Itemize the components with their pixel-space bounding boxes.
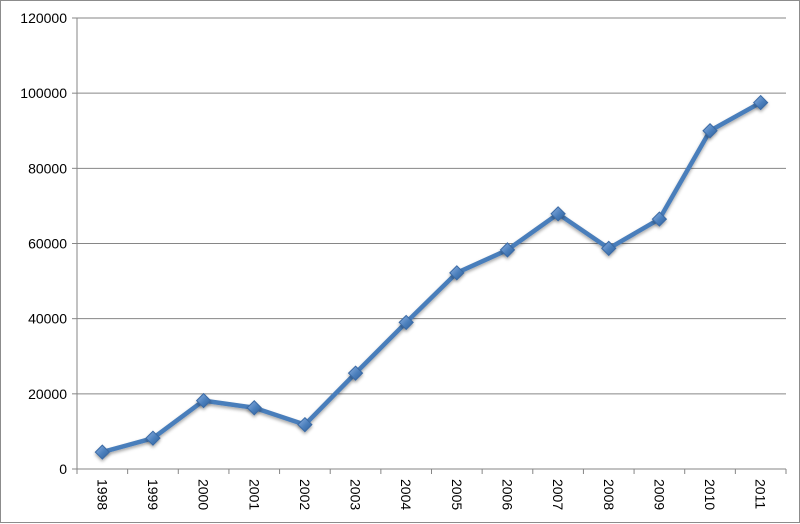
- series-line: [100, 100, 763, 455]
- y-tick-label: 100000: [20, 85, 67, 101]
- x-tick-label: 2011: [753, 479, 769, 509]
- x-tick-label: 2008: [601, 479, 617, 510]
- data-point-2011: [752, 94, 769, 111]
- y-tick-label: 40000: [28, 311, 67, 327]
- data-point-2008: [601, 240, 617, 257]
- data-point-2006: [499, 242, 516, 258]
- data-point-2005: [449, 265, 465, 281]
- axes: [72, 17, 787, 474]
- x-tick-label: 2004: [398, 479, 414, 510]
- y-tick-label: 60000: [28, 236, 67, 252]
- x-tick-label: 2000: [196, 479, 212, 510]
- data-point-2002: [297, 416, 313, 433]
- x-tick-label: 2009: [651, 479, 667, 510]
- data-point-2003: [347, 365, 364, 381]
- y-tick-label: 120000: [20, 10, 67, 26]
- x-tick-label: 2006: [499, 479, 515, 510]
- x-tick-label: 2005: [449, 479, 465, 510]
- data-point-2001: [246, 400, 262, 416]
- data-point-2009: [651, 211, 668, 227]
- gridlines: [77, 17, 786, 395]
- y-tick-label: 0: [59, 461, 67, 477]
- data-point-1998: [94, 444, 111, 460]
- data-point-1999: [145, 430, 161, 446]
- x-tick-label: 1999: [145, 479, 161, 510]
- x-tick-label: 1998: [94, 479, 110, 510]
- x-tick-label: 2003: [348, 479, 364, 510]
- data-point-2010: [702, 123, 718, 139]
- x-tick-label: 2007: [550, 479, 566, 510]
- y-tick-label: 20000: [28, 386, 67, 402]
- x-tick-label: 2010: [702, 479, 718, 510]
- y-tick-label: 80000: [28, 160, 67, 176]
- x-axis-tick-labels: 1998 1999 2000 2001 2002 2003 2004 2005 2006 2007…: [94, 479, 768, 510]
- data-point-2007: [550, 206, 566, 222]
- series-layer: [94, 94, 769, 460]
- data-point-2000: [195, 392, 212, 409]
- x-tick-label: 2001: [246, 479, 262, 510]
- data-point-2004: [398, 314, 414, 331]
- x-tick-label: 2002: [297, 479, 313, 510]
- y-axis-tick-labels: 0 20000 40000 60000 80000 100000 120000: [20, 10, 67, 477]
